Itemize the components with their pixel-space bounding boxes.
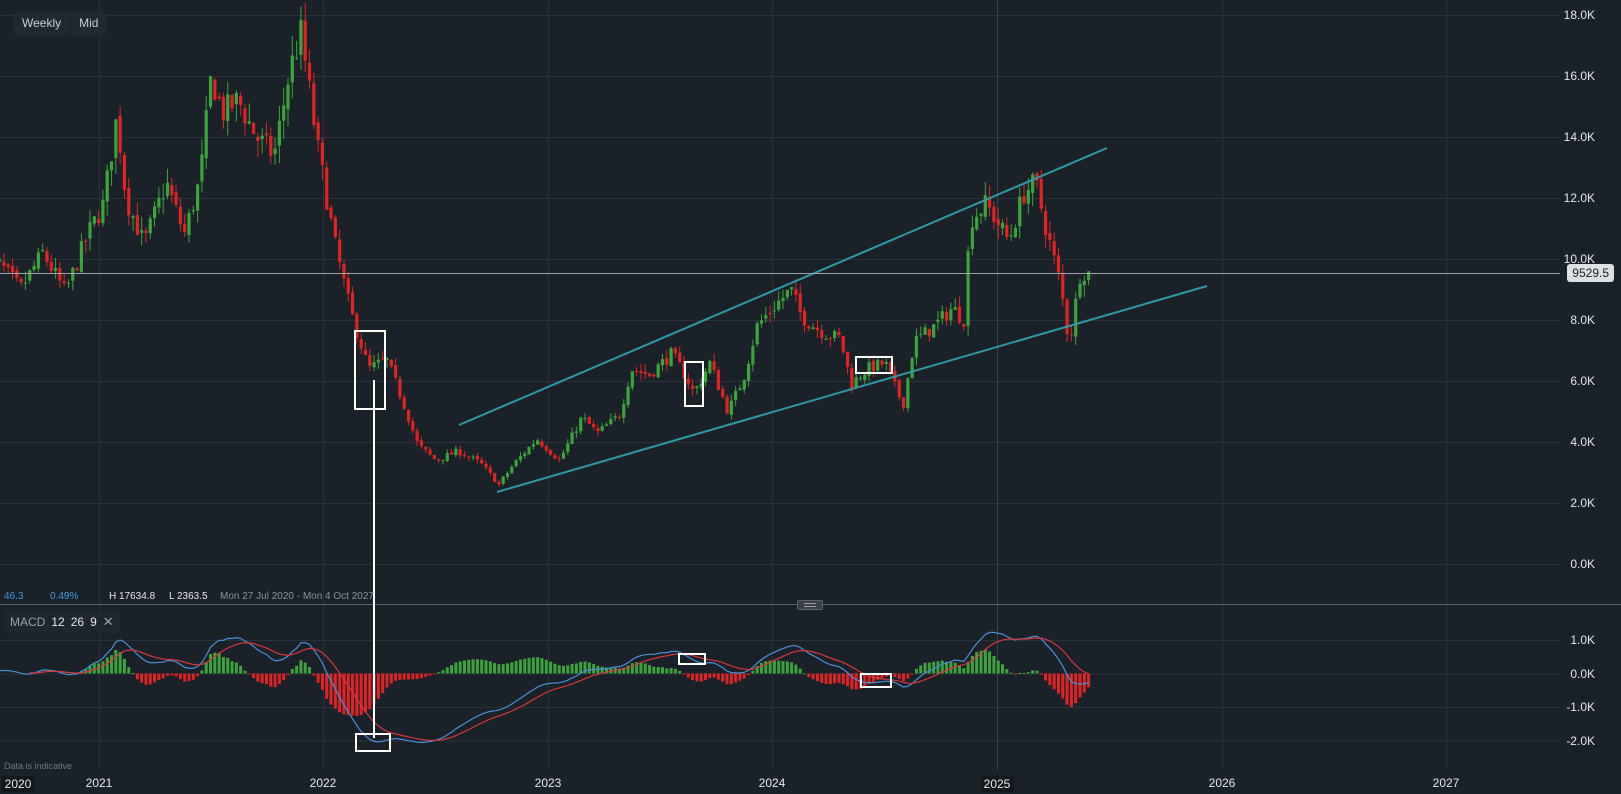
change-value: 46.3 [4, 591, 24, 602]
disclaimer: Data is indicative [4, 761, 73, 771]
time-tick-label-2023: 2023 [534, 776, 562, 790]
price-tick-label: 12.0K [1563, 191, 1595, 205]
macd-slow: 26 [70, 615, 85, 629]
annotations[interactable] [354, 330, 893, 752]
info-bar: 46.3 0.49% H 17634.8 L 2363.5 Mon 27 Jul… [4, 591, 374, 602]
price-tick-label: 10.0K [1563, 252, 1595, 266]
trendlines[interactable] [458, 147, 1208, 493]
macd-fast: 12 [51, 615, 65, 629]
low-value: L 2363.5 [169, 591, 208, 602]
price-tick-label: 16.0K [1563, 69, 1595, 83]
time-tick-label-2024: 2024 [758, 776, 786, 790]
price-tick-label: 4.0K [1570, 435, 1595, 449]
macd-name: MACD [10, 615, 46, 629]
macd-annotation-rect-2024 [860, 673, 892, 688]
annotation-rect-2024 [855, 356, 893, 374]
macd-histogram [79, 649, 1091, 716]
pane-resize-handle[interactable] [797, 600, 823, 610]
close-icon[interactable]: ✕ [102, 614, 114, 629]
macd-annotation-rect-2022 [355, 733, 391, 752]
timeframe-bar: Weekly Mid [14, 11, 107, 35]
macd-legend[interactable]: MACD 12 26 9 ✕ [4, 611, 120, 633]
price-tick-label: 0.0K [1570, 557, 1595, 571]
macd-tick-label: -1.0K [1566, 700, 1595, 714]
macd-tick-label: 1.0K [1570, 633, 1595, 647]
annotation-rect-2022 [354, 330, 386, 410]
price-tick-label: 8.0K [1570, 313, 1595, 327]
macd-annotation-rect-2023 [678, 653, 706, 665]
channel-lower-line [496, 285, 1208, 493]
price-tick-label: 14.0K [1563, 130, 1595, 144]
time-tick-label-2026: 2026 [1208, 776, 1236, 790]
time-tick-label-2020: 2020 [1, 776, 35, 792]
price-mode-button[interactable]: Mid [71, 11, 107, 35]
channel-upper-line [458, 147, 1108, 426]
grid-lines [0, 0, 1560, 770]
date-range: Mon 27 Jul 2020 - Mon 4 Oct 2027 [220, 591, 374, 602]
high-value: H 17634.8 [109, 591, 156, 602]
macd-tick-label: 0.0K [1570, 666, 1595, 681]
time-tick-label-2025: 2025 [980, 776, 1014, 792]
macd-tick-label: -2.0K [1566, 733, 1595, 748]
price-tick-label: 2.0K [1570, 496, 1595, 510]
timeframe-button[interactable]: Weekly [14, 11, 70, 35]
time-tick-label-2027: 2027 [1432, 776, 1460, 790]
annotation-rect-2023 [684, 361, 704, 407]
time-tick-label-2022: 2022 [309, 776, 337, 790]
macd-line [0, 631, 1089, 744]
change-percent: 0.49% [50, 591, 79, 602]
macd-signal: 9 [90, 615, 97, 629]
signal-line [29, 637, 1089, 741]
current-price-tag: 9529.5 [1567, 264, 1614, 282]
macd-lines [0, 631, 1089, 744]
price-candles [0, 2, 1091, 487]
time-tick-label-2021: 2021 [85, 776, 113, 790]
price-tick-label: 18.0K [1563, 8, 1595, 22]
price-tick-label: 6.0K [1570, 374, 1595, 388]
